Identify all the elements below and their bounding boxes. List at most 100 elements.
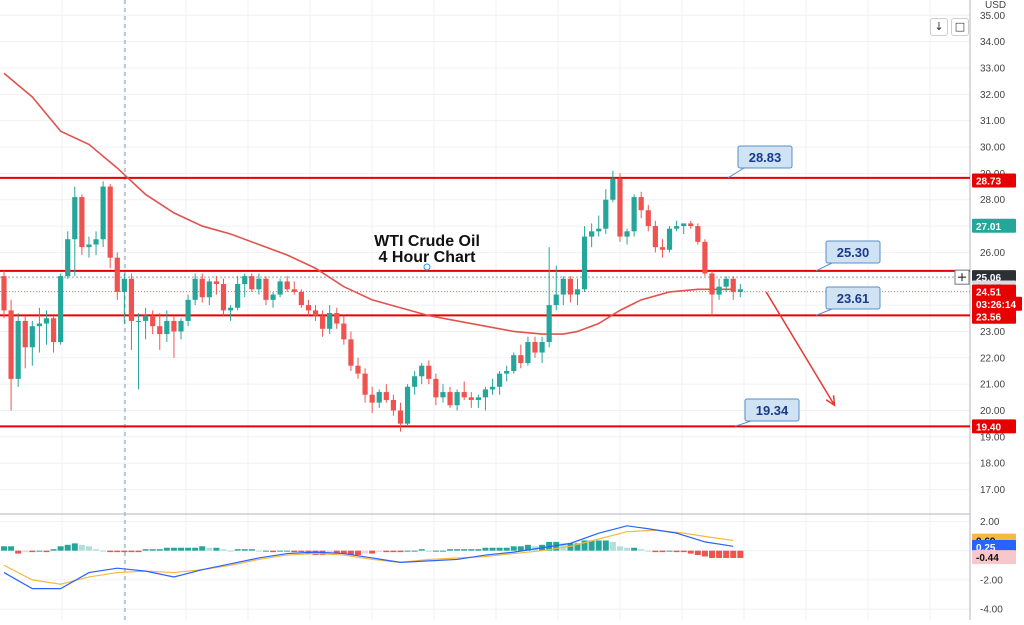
candle — [468, 392, 474, 408]
macd-histogram-bar — [461, 549, 468, 551]
macd-histogram-bar — [36, 550, 43, 552]
macd-histogram-bar — [114, 550, 121, 553]
candle-body — [681, 223, 687, 227]
candle-body — [603, 199, 609, 229]
candle — [404, 384, 411, 427]
square-icon[interactable]: □ — [951, 18, 969, 36]
macd-histogram-bar — [185, 547, 192, 551]
candle — [461, 381, 467, 400]
candle-body — [305, 305, 312, 311]
macd-histogram-bar — [284, 550, 291, 552]
candle — [723, 276, 729, 292]
macd-histogram-bar — [22, 550, 29, 553]
macd-histogram-bar — [475, 549, 482, 551]
price-tick-label: 22.00 — [980, 353, 1005, 364]
price-tick-label: 32.00 — [980, 90, 1005, 101]
candle-body — [263, 278, 269, 300]
macd-histogram-bar — [206, 547, 213, 551]
macd-histogram-bar — [730, 550, 737, 558]
candle-body — [22, 320, 28, 348]
candle — [596, 215, 602, 237]
macd-histogram-bar — [362, 550, 369, 554]
macd-histogram-bar — [85, 546, 92, 551]
candle-body — [270, 294, 276, 300]
macd-histogram-bar — [8, 546, 15, 551]
candle-body — [730, 278, 736, 292]
candle-body — [702, 241, 708, 274]
candle-body — [645, 210, 651, 227]
macd-histogram-bar — [277, 550, 284, 552]
candle-body — [29, 326, 35, 348]
macd-tag-bg — [972, 550, 1016, 565]
macd-histogram-bar — [142, 549, 149, 551]
macd-histogram-bar — [645, 550, 652, 552]
macd-histogram-bar — [100, 550, 107, 552]
candle — [624, 228, 630, 245]
macd-histogram-bar — [574, 543, 581, 551]
candle-body — [539, 342, 545, 353]
candle-body — [362, 373, 368, 395]
candle — [645, 204, 651, 232]
candle — [93, 231, 99, 256]
candle — [270, 291, 276, 308]
candle — [334, 307, 340, 329]
macd-histogram-bar — [15, 550, 22, 554]
axis-tag-bg — [972, 218, 1016, 233]
candle-body — [8, 310, 14, 379]
candle-body — [199, 278, 205, 298]
candle — [412, 370, 418, 395]
candle — [1, 270, 7, 319]
candle — [426, 360, 432, 385]
arrow-down-icon[interactable]: ↓ — [930, 18, 948, 36]
macd-histogram-bar — [482, 547, 489, 551]
moving-average-line — [3, 72, 734, 335]
macd-histogram-bar — [709, 550, 715, 558]
candle — [50, 315, 57, 353]
macd-histogram-bar — [454, 549, 461, 551]
candle — [454, 389, 460, 411]
candle-body — [135, 320, 142, 322]
callout-pointer — [727, 167, 745, 179]
candle — [213, 276, 219, 295]
candle — [263, 276, 269, 306]
macd-histogram-bar — [163, 547, 170, 551]
candle — [709, 270, 715, 316]
candle-body — [348, 339, 354, 366]
callout-box — [744, 398, 800, 422]
candle-body — [482, 389, 489, 398]
candle-body — [143, 315, 149, 321]
macd-histogram-bar — [595, 540, 602, 551]
candle-body — [546, 305, 552, 342]
candle — [433, 373, 439, 406]
macd-histogram-bar — [503, 547, 510, 551]
macd-histogram-bar — [524, 544, 531, 551]
candle-body — [638, 197, 644, 211]
macd-histogram-bar — [737, 550, 744, 558]
macd-histogram-bar — [128, 550, 135, 553]
candle — [135, 313, 142, 390]
candle — [79, 194, 85, 256]
candle-body — [235, 284, 241, 308]
candle-body — [220, 284, 227, 311]
candle-body — [114, 257, 120, 292]
macd-histogram-bar — [517, 546, 524, 551]
candle — [702, 239, 708, 277]
macd-histogram-bar — [425, 550, 432, 552]
candle-body — [589, 231, 595, 237]
candle-body — [674, 226, 680, 229]
candle — [489, 378, 496, 395]
axis-tag-label: 19.40 — [976, 422, 1001, 433]
candle — [638, 191, 644, 219]
candle — [369, 386, 375, 414]
macd-histogram-bar — [496, 547, 503, 551]
candle-body — [284, 281, 290, 290]
candle-body — [192, 278, 198, 300]
price-tick-label: 20.00 — [980, 406, 1005, 417]
candle-body — [596, 228, 602, 232]
forecast-arrow — [765, 291, 836, 406]
candle-body — [341, 323, 347, 340]
macd-histogram-bar — [652, 550, 659, 553]
axis-tag-label: 27.01 — [976, 222, 1001, 233]
